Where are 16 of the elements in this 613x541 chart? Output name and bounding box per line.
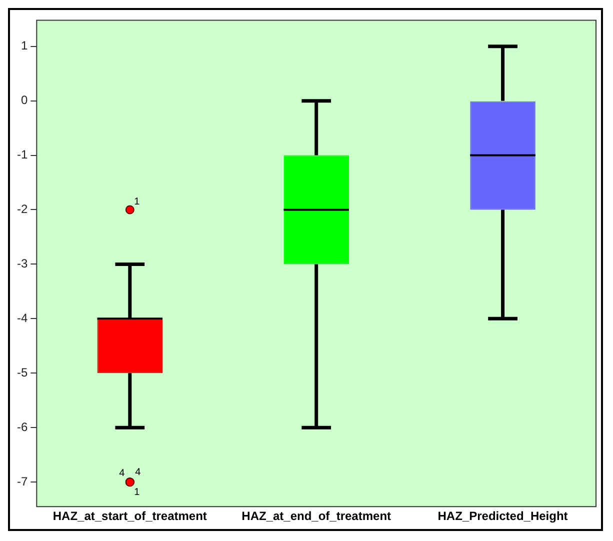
y-tick-label: -3 [17, 256, 28, 271]
y-tick-label: -5 [17, 365, 28, 380]
annotation: 4 [135, 466, 142, 478]
y-tick-label: -7 [17, 474, 28, 488]
x-tick-label: HAZ_at_start_of_treatment [52, 509, 207, 524]
annotation: 4 [119, 468, 126, 479]
y-tick-label: 0 [20, 93, 28, 108]
y-tick-label: -6 [17, 420, 28, 434]
x-tick-label: HAZ_at_end_of_treatment [242, 509, 392, 524]
y-tick-label: 1 [20, 38, 28, 53]
x-tick-label: HAZ_Predicted_Height [438, 509, 568, 524]
y-tick-label: -4 [17, 311, 28, 325]
annotation: 1 [134, 486, 140, 498]
y-tick-label: -2 [17, 202, 28, 216]
y-tick-label: -1 [17, 148, 28, 162]
annotation: 1 [134, 196, 140, 208]
